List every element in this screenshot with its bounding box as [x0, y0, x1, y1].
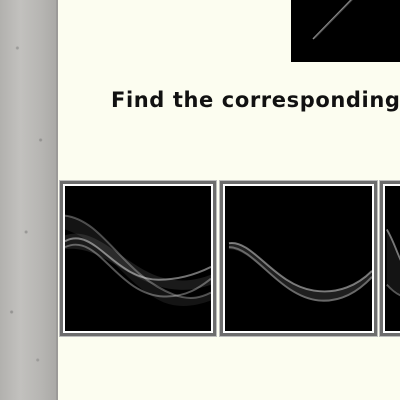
- option-tile-1[interactable]: [59, 180, 217, 337]
- option-tile-3[interactable]: [379, 180, 400, 337]
- option-tile-2[interactable]: [219, 180, 378, 337]
- wave-ribbon-graphic: [386, 228, 400, 297]
- instruction-text: Find the corresponding: [111, 88, 400, 112]
- option-image-2: [223, 184, 374, 333]
- option-image-1: [63, 184, 213, 333]
- reference-line-graphic: [312, 0, 353, 40]
- wave-ribbon-graphic: [65, 214, 211, 306]
- option-image-3: [383, 184, 400, 333]
- concrete-side-panel: [0, 0, 58, 400]
- reference-image: [291, 0, 400, 62]
- wave-ribbon-graphic: [228, 242, 372, 302]
